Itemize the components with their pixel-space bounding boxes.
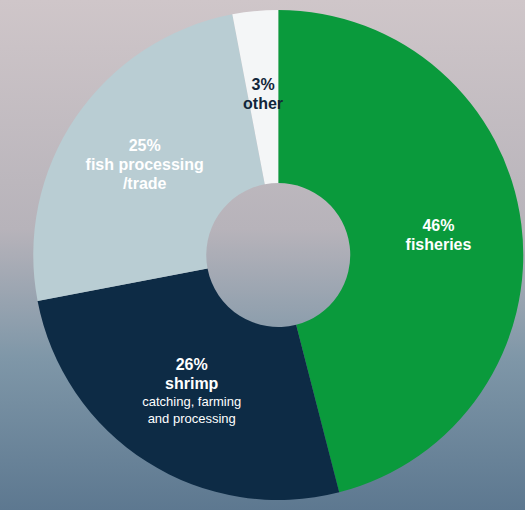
svg-text:25%: 25% (129, 137, 161, 154)
svg-text:3%: 3% (251, 76, 274, 93)
svg-text:46%: 46% (422, 217, 454, 234)
svg-text:shrimp: shrimp (165, 375, 219, 392)
svg-text:fisheries: fisheries (406, 236, 472, 253)
svg-text:and processing: and processing (148, 411, 236, 426)
svg-text:other: other (243, 95, 283, 112)
svg-text:/trade: /trade (123, 175, 167, 192)
svg-text:fish processing: fish processing (86, 156, 204, 173)
svg-text:26%: 26% (176, 356, 208, 373)
svg-text:catching, farming: catching, farming (142, 394, 241, 409)
